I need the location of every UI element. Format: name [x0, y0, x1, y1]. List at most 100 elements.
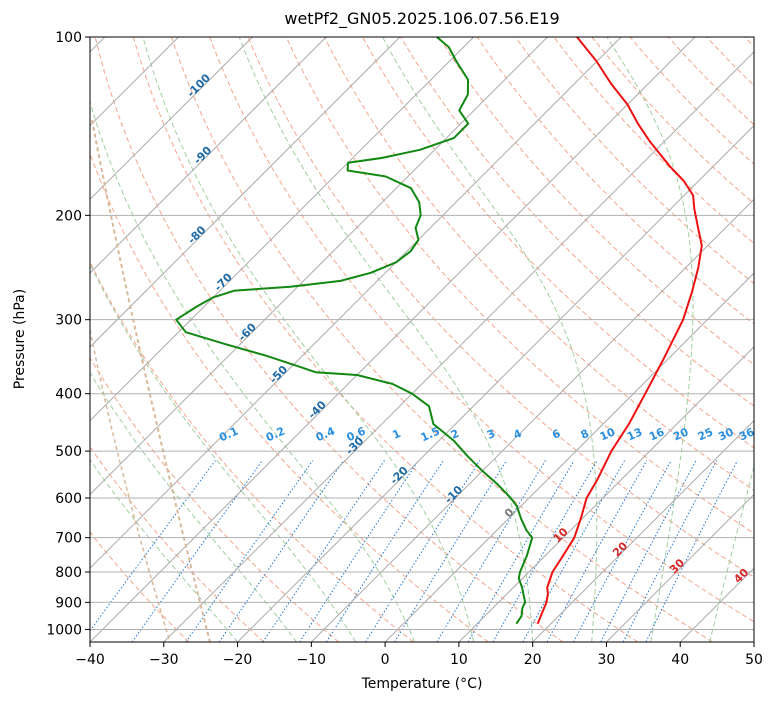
dry-adiabat — [400, 37, 754, 407]
mixing-ratio-label: 0.2 — [264, 424, 287, 444]
mixing-ratio-line — [299, 460, 419, 642]
isotherm-line — [310, 198, 754, 642]
y-tick-label: 400 — [55, 387, 82, 403]
mixing-ratio-line — [600, 460, 697, 642]
x-axis-label: Temperature (°C) — [361, 676, 483, 692]
x-axis: −40 −30 −20 −10 0 10 20 30 40 50 — [75, 642, 763, 668]
x-tick-label: −10 — [297, 652, 327, 668]
isotherm-label: -60 — [236, 320, 259, 343]
mixing-ratio-label: 1 — [390, 427, 402, 442]
dry-adiabat — [90, 356, 339, 642]
mixing-ratio-line — [492, 460, 598, 642]
y-axis: 100 200 300 400 500 600 700 800 900 1000 — [46, 30, 90, 638]
x-tick-label: 50 — [745, 652, 763, 668]
isotherm-line — [90, 37, 106, 53]
dry-adiabat — [438, 37, 754, 366]
moist-adiabat — [238, 37, 534, 642]
mixing-ratio-line — [645, 460, 738, 642]
mixing-ratio-line — [90, 460, 216, 632]
moist-adiabat — [709, 464, 754, 642]
moist-adiabat — [90, 262, 357, 642]
mixing-ratio-label: 20 — [671, 425, 691, 443]
isotherm-line — [90, 37, 253, 201]
y-tick-label: 300 — [55, 313, 82, 329]
dewpoint-profile — [175, 37, 534, 625]
isotherm-label: -80 — [185, 223, 208, 246]
y-tick-label: 100 — [55, 30, 82, 46]
isotherm-label: 20 — [610, 539, 630, 559]
isotherm-line — [90, 37, 327, 274]
mixing-ratio-label: 6 — [550, 427, 563, 442]
x-tick-label: −20 — [223, 652, 253, 668]
mixing-ratio-label: 0.4 — [314, 424, 337, 444]
isotherm-line — [90, 37, 696, 642]
x-tick-label: 20 — [524, 652, 542, 668]
isotherm-line — [0, 37, 31, 642]
moist-adiabat — [606, 37, 694, 642]
y-tick-label: 900 — [55, 595, 82, 611]
mixing-ratio-line — [185, 460, 314, 642]
isotherm-label: -70 — [212, 270, 235, 293]
isotherm-line — [90, 37, 548, 496]
mixing-ratio-label: 16 — [647, 425, 667, 443]
temperature-profile — [536, 37, 703, 625]
mixing-ratio-line — [218, 460, 345, 642]
dry-adiabat — [553, 37, 754, 245]
dry-adiabat — [132, 37, 639, 642]
isotherm-label: -10 — [442, 483, 465, 506]
profiles — [175, 37, 703, 625]
isotherm-line — [90, 37, 179, 127]
dry-adiabat — [94, 37, 564, 642]
dry-adiabat — [323, 37, 754, 491]
isotherm-line — [753, 641, 754, 642]
mixing-ratio-label: 25 — [696, 425, 715, 443]
dry-adiabat — [90, 260, 414, 642]
mixing-ratio-label: 10 — [598, 425, 618, 443]
reference-arc — [91, 119, 211, 642]
mixing-ratio-line — [522, 460, 626, 642]
isotherm-label: -100 — [184, 71, 213, 100]
isotherm-line — [384, 272, 754, 642]
mixing-ratio-label: 0.1 — [217, 424, 240, 444]
isotherm-label: 40 — [731, 566, 751, 586]
mixing-ratio-label: 8 — [579, 427, 591, 442]
mixing-ratio-label: 30 — [716, 425, 736, 443]
x-tick-label: 30 — [598, 652, 616, 668]
x-tick-label: 40 — [671, 652, 689, 668]
mixing-ratio-line — [436, 460, 546, 642]
dry-adiabat — [171, 37, 713, 642]
y-tick-label: 600 — [55, 491, 82, 507]
moist-adiabat — [382, 37, 598, 642]
pressure-grid — [90, 37, 754, 630]
isotherm-line — [90, 37, 401, 348]
x-tick-label: −40 — [75, 652, 105, 668]
dry-adiabat — [744, 37, 754, 48]
mixing-ratio-line — [365, 460, 481, 642]
moist-adiabat — [142, 37, 475, 642]
isotherm-line — [458, 346, 754, 642]
isotherm-line — [163, 51, 754, 642]
moist-adiabat — [90, 459, 238, 642]
mixing-ratio-line — [394, 460, 507, 642]
isotherm-label: -50 — [267, 363, 290, 386]
isotherm-line — [90, 37, 622, 569]
isotherm-line — [606, 493, 754, 642]
background-lines — [0, 37, 754, 642]
x-tick-label: 10 — [450, 652, 468, 668]
dry-adiabat — [90, 446, 265, 642]
isotherm-line — [532, 419, 754, 642]
isotherm-line — [237, 124, 754, 642]
dry-adiabat — [667, 37, 754, 126]
mixing-ratio-line — [546, 460, 648, 642]
dry-adiabat — [515, 37, 754, 285]
y-tick-label: 500 — [55, 444, 82, 460]
isotherm-line — [90, 37, 475, 422]
x-tick-label: −30 — [149, 652, 179, 668]
chart-title: wetPf2_GN05.2025.106.07.56.E19 — [284, 9, 560, 28]
isotherm-label: 10 — [551, 525, 571, 545]
mixing-ratio-line — [131, 460, 263, 642]
y-tick-label: 700 — [55, 531, 82, 547]
mixing-ratio-line — [262, 460, 385, 642]
mixing-ratio-line — [325, 460, 444, 642]
